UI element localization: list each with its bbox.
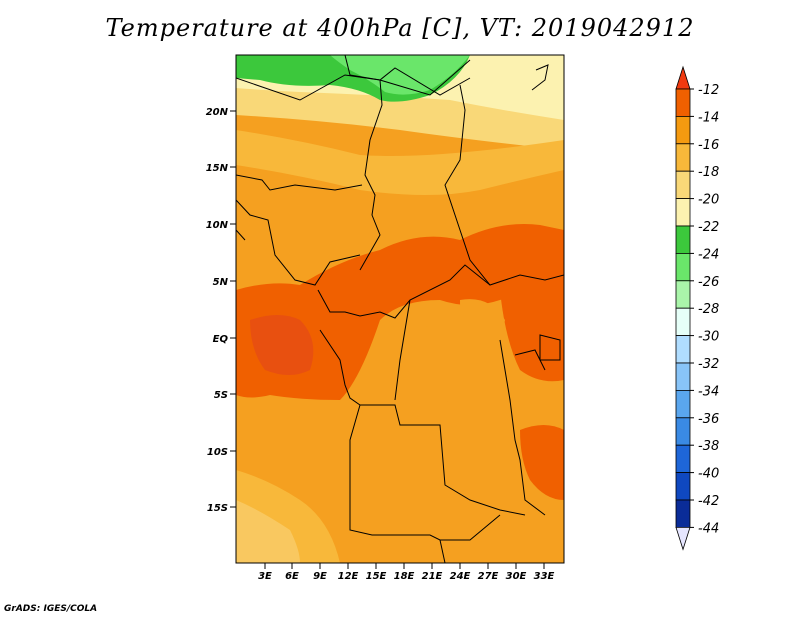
colorbar-segment bbox=[675, 170, 691, 199]
colorbar-segment bbox=[675, 499, 691, 528]
lat-label-EQ: EQ bbox=[213, 334, 229, 345]
colorbar-label: -14 bbox=[698, 110, 719, 125]
chart-title: Temperature at 400hPa [C], VT: 201904291… bbox=[105, 14, 695, 42]
colorbar-bottom-arrow bbox=[675, 527, 691, 551]
colorbar-segment bbox=[675, 389, 691, 419]
colorbar-label: -36 bbox=[698, 412, 719, 427]
lon-label-33E: 33E bbox=[534, 571, 555, 582]
colorbar-label: -18 bbox=[698, 165, 719, 180]
colorbar-label: -12 bbox=[698, 83, 719, 98]
colorbar-label: -24 bbox=[698, 247, 719, 262]
colorbar-label: -42 bbox=[698, 494, 719, 509]
country-borders bbox=[236, 55, 564, 563]
colorbar-segment bbox=[675, 198, 691, 227]
colorbar-segment bbox=[675, 143, 691, 172]
lat-label-5S: 5S bbox=[214, 390, 228, 401]
grads-credit: GrADS: IGES/COLA bbox=[4, 604, 98, 614]
colorbar: -12 -14 -16 -18 -20 -22 -24 -26 -28 -30 -32 -34 -36 -… bbox=[675, 65, 719, 551]
colorbar-label: -40 bbox=[698, 467, 719, 482]
longitude-axis: 3E 6E 9E 12E 15E 18E 21E 24E 27E 30E 33E bbox=[258, 563, 555, 582]
latitude-axis: 20N 15N 10N 5N EQ 5S 10S 15S bbox=[206, 107, 236, 514]
lon-label-15E: 15E bbox=[366, 571, 387, 582]
colorbar-label: -28 bbox=[698, 302, 719, 317]
colorbar-segment bbox=[675, 280, 691, 309]
colorbar-segment bbox=[675, 335, 691, 364]
map-frame bbox=[235, 54, 565, 564]
lon-label-27E: 27E bbox=[478, 571, 499, 582]
lon-label-12E: 12E bbox=[338, 571, 359, 582]
lat-label-10S: 10S bbox=[207, 447, 228, 458]
colorbar-label: -20 bbox=[698, 193, 719, 208]
colorbar-label: -30 bbox=[698, 330, 719, 345]
lon-label-3E: 3E bbox=[258, 571, 272, 582]
lon-label-24E: 24E bbox=[450, 571, 471, 582]
colorbar-label: -34 bbox=[698, 384, 719, 399]
colorbar-label: -38 bbox=[698, 439, 719, 454]
colorbar-label: -32 bbox=[698, 357, 719, 372]
temperature-field bbox=[236, 55, 564, 563]
colorbar-segment bbox=[675, 88, 691, 117]
colorbar-segment bbox=[675, 307, 691, 337]
lat-label-15N: 15N bbox=[206, 163, 229, 174]
lat-label-10N: 10N bbox=[206, 220, 229, 231]
colorbar-label: -22 bbox=[698, 220, 719, 235]
lat-label-15S: 15S bbox=[207, 503, 228, 514]
colorbar-segment bbox=[675, 417, 691, 446]
colorbar-segment bbox=[675, 362, 691, 391]
colorbar-label: -26 bbox=[698, 275, 719, 290]
colorbar-segment bbox=[675, 472, 691, 501]
colorbar-label: -16 bbox=[698, 138, 719, 153]
lon-label-18E: 18E bbox=[394, 571, 415, 582]
colorbar-segment bbox=[675, 116, 691, 145]
lat-label-5N: 5N bbox=[213, 277, 229, 288]
lon-label-21E: 21E bbox=[422, 571, 443, 582]
colorbar-segment bbox=[675, 225, 691, 254]
lon-label-30E: 30E bbox=[506, 571, 527, 582]
colorbar-label: -44 bbox=[698, 521, 719, 536]
colorbar-top-arrow bbox=[675, 65, 691, 90]
lon-label-6E: 6E bbox=[285, 571, 299, 582]
colorbar-segment bbox=[675, 252, 691, 282]
lon-label-9E: 9E bbox=[313, 571, 327, 582]
colorbar-segment bbox=[675, 444, 691, 474]
lat-label-20N: 20N bbox=[206, 107, 229, 118]
